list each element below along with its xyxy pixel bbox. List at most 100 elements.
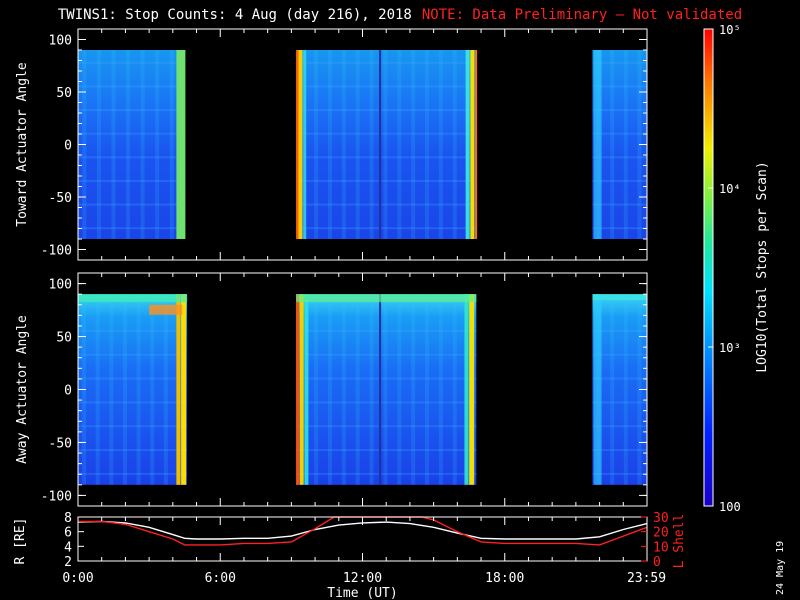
heatmap-streak <box>425 50 430 239</box>
heatmap-band <box>592 109 647 112</box>
heatmap-band <box>78 132 180 135</box>
left-y-tick-label: 4 <box>64 540 72 555</box>
heatmap-band <box>78 227 180 230</box>
heatmap-band <box>78 306 188 309</box>
heatmap-band <box>296 179 477 182</box>
heatmap-streak <box>95 294 100 485</box>
heatmap-band <box>592 329 647 332</box>
heatmap-streak <box>411 50 416 239</box>
heatmap-segment <box>78 294 188 485</box>
heatmap-edge-column <box>298 50 303 239</box>
heatmap-band <box>592 472 647 475</box>
heatmap-streak <box>623 294 628 485</box>
heatmap-band <box>296 85 477 88</box>
y-tick-label: 50 <box>56 331 72 346</box>
y-axis-label: Toward Actuator Angle <box>15 62 30 227</box>
heatmap-streak <box>122 294 127 485</box>
colorbar-tick-label: 10⁵ <box>719 23 741 37</box>
heatmap-band <box>296 401 477 404</box>
right-y-tick-label: 10 <box>653 540 669 555</box>
heatmap-band <box>592 179 647 182</box>
heatmap-band <box>592 156 647 159</box>
right-y-tick-label: 20 <box>653 526 669 541</box>
heatmap-streak <box>452 294 457 485</box>
heatmap-band <box>296 132 477 135</box>
y-tick-label: -100 <box>41 244 72 259</box>
heatmap-edge-column <box>464 294 469 485</box>
left-y-tick-label: 8 <box>64 511 72 526</box>
left-y-tick-label: 2 <box>64 555 72 570</box>
colorbar-tick-label: 100 <box>719 500 741 514</box>
heatmap-band <box>78 109 180 112</box>
x-tick-label: 6:00 <box>205 571 236 586</box>
heatmap-edge-column <box>469 294 475 485</box>
heatmap-streak <box>369 50 374 239</box>
heatmap-band <box>592 353 647 356</box>
y-tick-label: 100 <box>49 34 72 49</box>
heatmap-streak <box>623 50 628 239</box>
chart-title: TWINS1: Stop Counts: 4 Aug (day 216), 20… <box>0 7 800 23</box>
colorbar-tick-label: 10³ <box>719 341 741 355</box>
heatmap-streak <box>425 294 430 485</box>
heatmap-streak <box>355 50 360 239</box>
heatmap-dark-line <box>379 50 382 239</box>
x-tick-label: 0:00 <box>62 571 93 586</box>
heatmap-band <box>592 425 647 428</box>
heatmap-streak <box>169 50 174 239</box>
heatmap-top-band <box>296 294 477 303</box>
heatmap-streak <box>111 50 116 239</box>
heatmap-band <box>592 203 647 206</box>
heatmap-streak <box>438 50 443 239</box>
heatmap-dark-line <box>379 294 382 485</box>
heatmap-top-band <box>592 294 647 301</box>
right-axis-label: L Shell <box>672 514 687 569</box>
heatmap-streak <box>163 294 168 485</box>
heatmap-edge-column <box>593 294 602 485</box>
heatmap-streak <box>136 294 141 485</box>
x-tick-label: 18:00 <box>485 571 524 586</box>
x-tick-label: 12:00 <box>343 571 382 586</box>
heatmap-edge-column <box>181 294 187 485</box>
heatmap-edge-column <box>304 294 309 485</box>
heatmap-streak <box>327 50 332 239</box>
heatmap-streak <box>466 294 471 485</box>
heatmap-band <box>78 472 188 475</box>
heatmap-streak <box>369 294 374 485</box>
heatmap-edge-column <box>593 50 602 239</box>
heatmap-streak <box>411 294 416 485</box>
heatmap-edge-column <box>465 50 470 239</box>
heatmap-streak <box>397 294 402 485</box>
heatmap-band <box>296 472 477 475</box>
heatmap-edge-column <box>303 50 307 239</box>
heatmap-streak <box>383 294 388 485</box>
heatmap-streak <box>610 294 615 485</box>
heatmap-edge-column <box>176 50 186 239</box>
heatmap-band <box>78 61 180 64</box>
heatmap-band <box>78 179 180 182</box>
x-tick-label: 23:59 <box>627 571 666 586</box>
heatmap-band <box>296 61 477 64</box>
heatmap-edge-column <box>176 294 181 485</box>
left-y-tick-label: 6 <box>64 526 72 541</box>
right-y-tick-label: 30 <box>653 511 669 526</box>
heatmap-band <box>78 377 188 380</box>
heatmap-band <box>78 329 188 332</box>
heatmap-band <box>296 306 477 309</box>
heatmap-streak <box>314 294 319 485</box>
right-y-tick-label: 0 <box>653 555 661 570</box>
heatmap-band <box>592 306 647 309</box>
heatmap-layer <box>78 50 647 485</box>
heatmap-streak <box>341 294 346 485</box>
heatmap-streak <box>155 50 160 239</box>
colorbar <box>703 28 714 507</box>
heatmap-streak <box>109 294 114 485</box>
heatmap-band <box>78 156 180 159</box>
heatmap-streak <box>610 50 615 239</box>
heatmap-edge-column <box>475 50 478 239</box>
side-date: 24 May 19 <box>775 540 786 595</box>
y-tick-label: -50 <box>49 191 72 206</box>
heatmap-band <box>592 132 647 135</box>
heatmap-band <box>78 449 188 452</box>
heatmap-edge-column <box>296 50 300 239</box>
